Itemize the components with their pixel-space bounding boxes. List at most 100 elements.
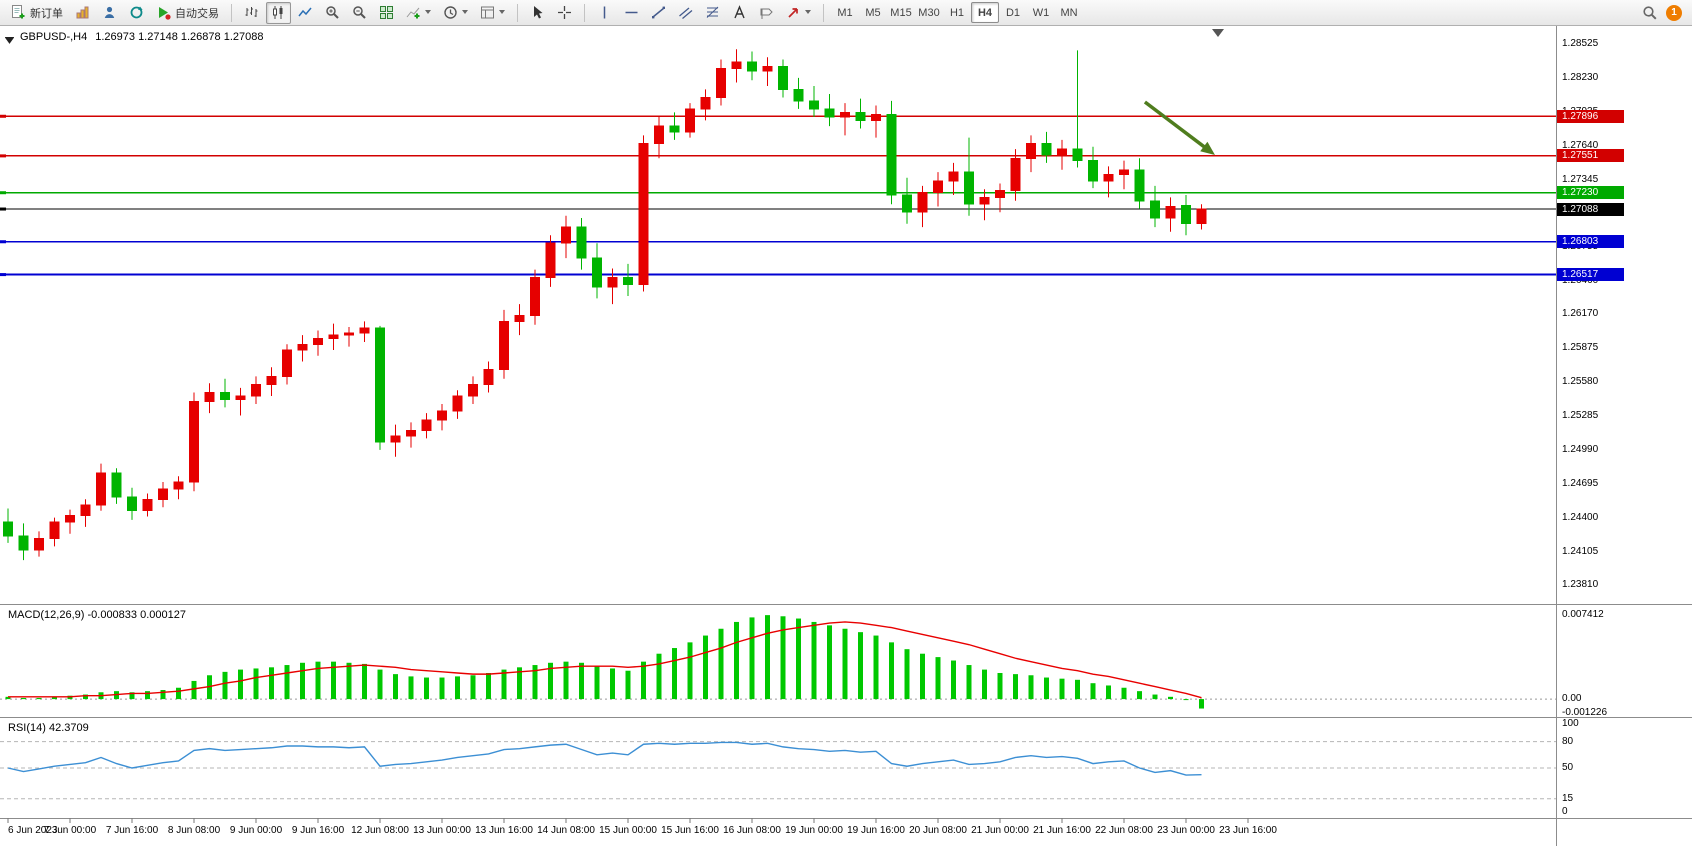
candle-body	[685, 108, 695, 133]
price-badge: 1.27230	[1557, 186, 1624, 200]
indicators-button[interactable]	[401, 2, 436, 24]
timeframe-button-H4[interactable]: H4	[971, 2, 999, 23]
timeframe-button-W1[interactable]: W1	[1032, 6, 1050, 19]
candle-body	[18, 535, 29, 551]
candle-body	[1119, 169, 1129, 175]
candle-body	[793, 88, 804, 102]
macd-histogram-bar	[83, 694, 88, 700]
price-badge: 1.27896	[1557, 109, 1624, 123]
one-click-trading-toggle[interactable]	[4, 31, 15, 49]
zoom-in-button[interactable]	[320, 2, 345, 24]
candle-body	[220, 391, 230, 400]
time-axis-label: 14 Jun 08:00	[537, 825, 595, 836]
candle-body	[483, 369, 494, 385]
timeframe-button-MN[interactable]: MN	[1060, 6, 1078, 19]
timeframe-button-M15[interactable]: M15	[890, 6, 912, 19]
notifications-badge[interactable]: 1	[1666, 4, 1682, 21]
macd-histogram-bar	[315, 661, 321, 700]
vertical-line-icon	[603, 6, 606, 19]
tile-windows-button[interactable]	[374, 2, 399, 24]
candle-body	[158, 488, 168, 500]
symbol-label: GBPUSD-,H4	[20, 31, 88, 43]
timeframe-button-M30[interactable]: M30	[918, 6, 940, 19]
price-line-handle[interactable]	[0, 154, 6, 158]
price-tick-label: 1.26170	[1562, 308, 1599, 320]
navigator-icon	[130, 6, 143, 19]
chart-shift-marker[interactable]	[1212, 29, 1224, 37]
macd-histogram-bar	[1059, 678, 1065, 700]
candle-body	[1026, 142, 1036, 159]
timeframe-button-H1[interactable]: H1	[949, 6, 965, 19]
macd-histogram-bar	[687, 642, 693, 700]
trend-arrow[interactable]	[1143, 100, 1209, 151]
fibonacci-icon	[706, 6, 719, 18]
macd-histogram-bar	[594, 666, 600, 700]
macd-axis-label: -0.001226	[1562, 707, 1608, 718]
equidistant-channel-button[interactable]	[673, 2, 698, 24]
crosshair-button[interactable]	[552, 2, 577, 24]
candle-body	[421, 419, 432, 431]
candle-body	[189, 401, 199, 483]
rsi-axis-label: 100	[1562, 718, 1579, 729]
candle-body	[1041, 142, 1052, 156]
charts-icon	[76, 6, 89, 19]
profiles-button[interactable]	[97, 2, 122, 24]
macd-histogram-bar	[52, 696, 57, 700]
cursor-button[interactable]	[525, 2, 550, 24]
time-axis-label: 8 Jun 08:00	[167, 825, 221, 836]
time-axis-label: 23 Jun 00:00	[1157, 825, 1215, 836]
macd-histogram-bar	[765, 615, 770, 700]
timeframe-button-M1[interactable]: M1	[837, 6, 853, 19]
horizontal-line-button[interactable]	[619, 2, 644, 24]
macd-histogram-bar	[486, 672, 491, 700]
zoom-out-button[interactable]	[347, 2, 372, 24]
candle-body	[375, 327, 385, 443]
templates-button[interactable]	[475, 2, 510, 24]
price-line-handle[interactable]	[0, 114, 6, 118]
periods-button[interactable]	[438, 2, 473, 24]
candlestick-chart-button[interactable]	[266, 1, 291, 24]
candle-body	[468, 383, 478, 397]
vertical-line-button[interactable]	[592, 2, 617, 24]
price-line-handle[interactable]	[0, 191, 6, 195]
time-axis-label: 16 Jun 08:00	[723, 825, 781, 836]
macd-histogram-bar	[455, 676, 460, 700]
rsi-axis-label: 80	[1562, 735, 1574, 747]
price-line-handle[interactable]	[0, 273, 6, 277]
new-order-button[interactable]: 新订单	[6, 2, 68, 24]
charts-button[interactable]	[70, 2, 95, 24]
price-line-handle[interactable]	[0, 240, 6, 244]
crosshair-icon	[558, 6, 571, 19]
candle-body	[1165, 206, 1176, 219]
macd-histogram-bar	[1075, 679, 1080, 700]
price-line-handle[interactable]	[0, 207, 6, 211]
macd-histogram-bar	[346, 662, 352, 700]
autotrade-button[interactable]: 自动交易	[151, 2, 224, 24]
macd-name: MACD(12,26,9)	[8, 609, 85, 621]
chevron-down-icon	[425, 10, 431, 14]
text-label-button[interactable]	[754, 2, 779, 24]
line-chart-button[interactable]	[293, 2, 318, 24]
navigator-button[interactable]	[124, 2, 149, 24]
candle-body	[700, 96, 711, 110]
candle-body	[716, 68, 726, 98]
price-tick-label: 1.27640	[1562, 139, 1599, 151]
search-icon[interactable]	[1642, 5, 1658, 21]
timeframe-button-D1[interactable]: D1	[1005, 6, 1021, 19]
macd-histogram-bar	[734, 621, 739, 700]
macd-histogram-bar	[1028, 675, 1034, 700]
trend-arrow-head[interactable]	[1200, 141, 1215, 155]
time-axis-label: 9 Jun 00:00	[229, 825, 283, 836]
macd-histogram-bar	[269, 667, 274, 700]
fibonacci-button[interactable]	[700, 2, 725, 24]
bar-chart-icon	[245, 7, 258, 17]
candle-body	[607, 277, 618, 288]
candle-body	[731, 61, 742, 70]
trendline-button[interactable]	[646, 2, 671, 24]
text-button[interactable]	[727, 2, 752, 24]
timeframe-button-M5[interactable]: M5	[865, 6, 881, 19]
arrows-button[interactable]	[781, 2, 816, 24]
bar-chart-button[interactable]	[239, 2, 264, 24]
